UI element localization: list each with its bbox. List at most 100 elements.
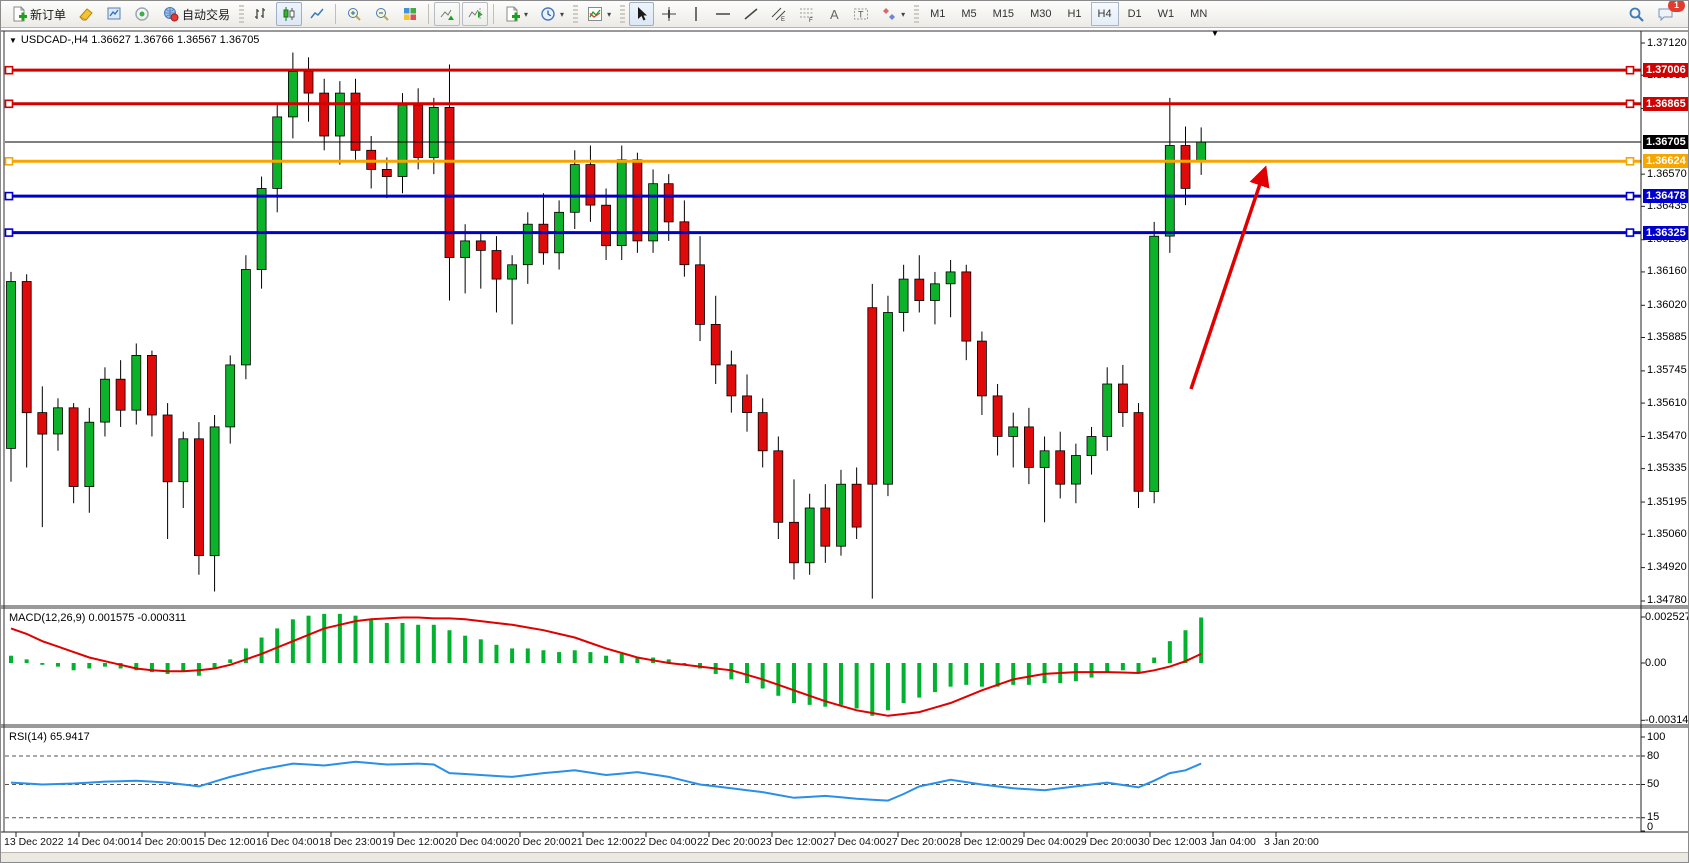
line-chart-icon [310, 8, 324, 19]
chart-plot[interactable] [1, 28, 1689, 863]
zoom-in-button[interactable] [341, 2, 367, 26]
timeframe-m1[interactable]: M1 [930, 8, 946, 20]
rsi-axis-label: 0 [1647, 820, 1654, 833]
macd-histogram-bar [588, 652, 593, 663]
candle-body [209, 426, 220, 557]
periods-button[interactable]: ▾ [535, 2, 569, 26]
rsi-axis-label: 50 [1647, 778, 1660, 790]
macd-histogram-bar [494, 644, 499, 663]
timeframe-w1[interactable]: W1 [1157, 8, 1175, 20]
candle-body [1196, 141, 1207, 162]
price-axis-label: 1.37120 [1647, 36, 1687, 49]
candle-body [53, 407, 63, 435]
macd-histogram-bar [979, 663, 984, 687]
candle-body [460, 240, 471, 258]
candle-body [162, 414, 173, 483]
time-axis-label: 29 Dec 04:00 [1012, 836, 1075, 848]
line-handle[interactable] [1625, 191, 1635, 201]
line-handle[interactable] [1625, 228, 1635, 237]
market-watch-button[interactable] [101, 2, 127, 26]
line-handle[interactable] [4, 99, 14, 109]
crosshair-tool-button[interactable] [656, 2, 682, 26]
macd-histogram-bar [275, 628, 280, 663]
macd-histogram-bar [1152, 657, 1157, 663]
line-handle[interactable] [1625, 65, 1635, 75]
new-chart-button[interactable]: ▾ [499, 2, 533, 26]
horizontal-line-tool-button[interactable] [710, 2, 736, 26]
tile-windows-button[interactable] [397, 2, 423, 26]
timeframe-h1[interactable]: H1 [1067, 8, 1082, 20]
macd-histogram-bar [541, 650, 546, 663]
new-chart-icon [506, 6, 521, 22]
candle-body [804, 507, 815, 564]
macd-histogram-bar [431, 624, 436, 663]
auto-scroll-button[interactable] [434, 2, 461, 26]
trendline-icon [744, 8, 758, 20]
channel-tool-button[interactable]: E [766, 2, 792, 26]
candle-body [146, 354, 157, 416]
line-chart-mode-button[interactable] [304, 2, 330, 26]
chart-title: ▼ USDCAD-,H4 1.36627 1.36766 1.36567 1.36… [9, 34, 259, 46]
signals-button[interactable] [129, 2, 155, 26]
timeframe-h4[interactable]: H4 [1090, 2, 1119, 26]
timeframe-d1[interactable]: D1 [1127, 8, 1142, 20]
time-axis-label: 14 Dec 04:00 [67, 836, 130, 848]
line-handle[interactable] [4, 228, 14, 237]
line-handle[interactable] [4, 191, 14, 201]
price-axis-label: 1.34780 [1647, 594, 1687, 607]
candle-body [178, 438, 189, 483]
line-handle[interactable] [1625, 99, 1635, 109]
price-axis-label: 1.35885 [1647, 330, 1687, 343]
text-tool-button[interactable]: A [822, 2, 846, 26]
horizontal-line-icon [716, 13, 731, 15]
candle-body [287, 71, 298, 118]
timeframe-m30[interactable]: M30 [1030, 8, 1052, 20]
collapse-triangle-icon[interactable]: ▼ [9, 36, 17, 45]
autotrading-button[interactable]: 自动交易 [157, 2, 235, 26]
candle-body [585, 164, 596, 206]
macd-histogram-bar [24, 659, 29, 663]
chart-context-arrow-icon[interactable]: ▼ [1211, 29, 1219, 38]
candle-body [789, 521, 799, 564]
chart-shift-button[interactable] [462, 2, 489, 26]
trend-arrow[interactable] [1189, 165, 1270, 390]
candle-body [193, 438, 204, 556]
toolbar-separator [335, 4, 337, 24]
macd-histogram-bar [745, 663, 750, 684]
search-button[interactable] [1623, 2, 1650, 26]
new-order-label: 新订单 [30, 7, 67, 22]
zoom-out-button[interactable] [369, 2, 395, 26]
candle-body [413, 104, 424, 158]
vertical-line-tool-button[interactable] [684, 2, 708, 26]
new-order-button[interactable]: 新订单 [6, 2, 71, 26]
candle-body [742, 395, 752, 413]
line-handle[interactable] [4, 65, 14, 75]
macd-histogram-bar [1183, 630, 1188, 663]
cursor-tool-button[interactable] [629, 2, 655, 26]
arrows-tool-button[interactable]: ▾ [876, 2, 910, 26]
candle-body [303, 71, 314, 94]
line-handle[interactable] [1625, 157, 1635, 166]
time-axis-label: 13 Dec 2022 [4, 836, 64, 848]
fibonacci-tool-button[interactable]: F [794, 2, 820, 26]
timeframe-mn[interactable]: MN [1190, 8, 1208, 20]
trendline-tool-button[interactable] [738, 2, 764, 26]
notifications-button[interactable]: 1 [1652, 1, 1685, 26]
bar-chart-mode-button[interactable] [248, 2, 274, 26]
text-label-tool-button[interactable]: T [848, 2, 874, 26]
chart-shift-icon [468, 8, 483, 20]
indicators-button[interactable]: ▾ [582, 2, 616, 26]
macd-histogram-bar [1167, 641, 1172, 663]
price-axis-label: 1.35470 [1647, 429, 1687, 442]
timeframe-m5[interactable]: M5 [961, 8, 977, 20]
candlestick-mode-button[interactable] [276, 2, 303, 26]
price-level-badge: 1.37006 [1643, 63, 1688, 77]
macd-histogram-bar [149, 663, 154, 673]
timeframe-m15[interactable]: M15 [992, 8, 1015, 20]
macd-histogram-bar [71, 663, 76, 671]
line-handle[interactable] [4, 157, 14, 166]
metaeditor-button[interactable] [73, 2, 99, 26]
candle-body [867, 307, 878, 485]
chart-window[interactable]: ▼ USDCAD-,H4 1.36627 1.36766 1.36567 1.36… [1, 28, 1689, 863]
price-axis-label: 1.35060 [1647, 527, 1687, 540]
